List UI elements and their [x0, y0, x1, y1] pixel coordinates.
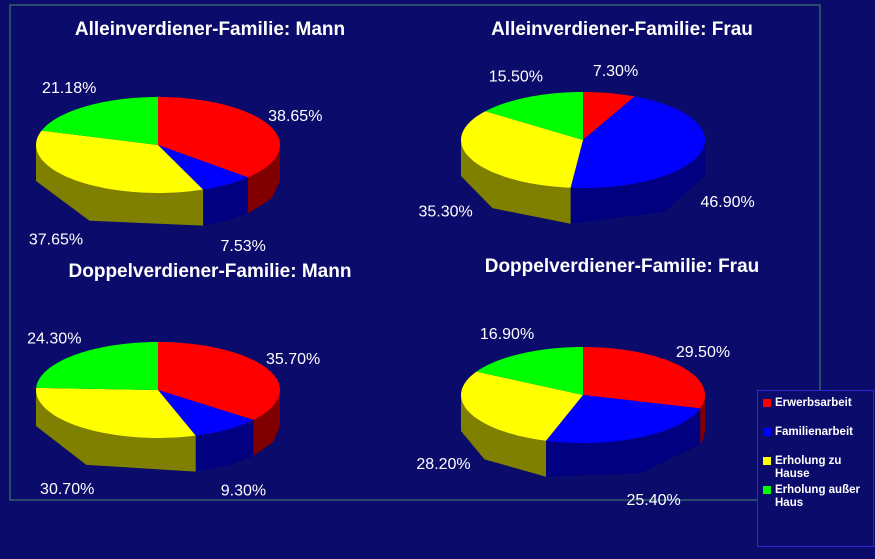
value-label: 37.65% — [29, 232, 83, 249]
pie-slice — [461, 111, 583, 188]
legend: Erwerbsarbeit Familienarbeit Erholung zu H… — [757, 390, 874, 547]
pie-slice — [158, 342, 280, 420]
value-label: 28.20% — [416, 456, 470, 473]
value-label: 15.50% — [489, 69, 543, 86]
legend-label: Erholung außer Haus — [775, 484, 860, 509]
value-label: 24.30% — [27, 331, 81, 348]
value-label: 7.30% — [593, 63, 638, 80]
pie-slice — [36, 342, 158, 390]
pie-slice — [485, 92, 583, 140]
pie-slice — [461, 371, 583, 441]
panel-border — [9, 4, 821, 501]
slice-side — [253, 390, 280, 456]
value-label: 35.30% — [418, 203, 472, 220]
value-label: 29.50% — [676, 344, 730, 361]
slice-side — [570, 140, 705, 224]
legend-item: Familienarbeit — [763, 426, 871, 439]
pie-slice — [158, 390, 254, 436]
slice-side — [195, 419, 254, 472]
chart-title: Alleinverdiener-Familie: Frau — [491, 19, 753, 40]
value-label: 35.70% — [266, 351, 320, 368]
legend-swatch — [763, 428, 771, 436]
legend-label: Erholung zu Hause — [775, 455, 842, 480]
value-label: 30.70% — [40, 481, 94, 498]
slice-side — [546, 408, 701, 477]
slice-side — [36, 145, 204, 226]
pie-slice — [583, 92, 635, 140]
pie-slice — [158, 97, 280, 178]
value-label: 46.90% — [700, 194, 754, 211]
slice-side — [461, 140, 571, 224]
legend-item: Erholung zu Hause — [763, 455, 871, 481]
value-label: 25.40% — [626, 492, 680, 509]
pie-slice — [583, 347, 705, 409]
chart-title: Doppelverdiener-Familie: Mann — [69, 261, 352, 282]
legend-label: Erwerbsarbeit — [775, 397, 852, 409]
pie-slice — [36, 387, 196, 438]
legend-swatch — [763, 457, 771, 465]
legend-item: Erwerbsarbeit — [763, 397, 871, 410]
pie-slice — [570, 96, 705, 188]
slice-side — [36, 390, 196, 472]
legend-swatch — [763, 399, 771, 407]
chart-title: Alleinverdiener-Familie: Mann — [75, 19, 345, 40]
pie-slice — [41, 97, 158, 145]
pie-slice — [158, 145, 248, 190]
value-label: 16.90% — [480, 326, 534, 343]
value-label: 9.30% — [221, 483, 266, 500]
slice-side — [461, 395, 547, 477]
value-label: 7.53% — [220, 238, 265, 255]
pie-slice — [36, 130, 204, 193]
value-label: 21.18% — [42, 80, 96, 97]
value-label: 38.65% — [268, 108, 322, 125]
legend-label: Familienarbeit — [775, 426, 853, 438]
legend-item: Erholung außer Haus — [763, 484, 871, 510]
legend-swatch — [763, 486, 771, 494]
slice-side — [700, 395, 705, 445]
slice-side — [247, 145, 280, 214]
slice-side — [203, 177, 248, 226]
chart-title: Doppelverdiener-Familie: Frau — [485, 256, 760, 277]
pie-slice — [476, 347, 583, 395]
pie-slice — [546, 395, 701, 443]
